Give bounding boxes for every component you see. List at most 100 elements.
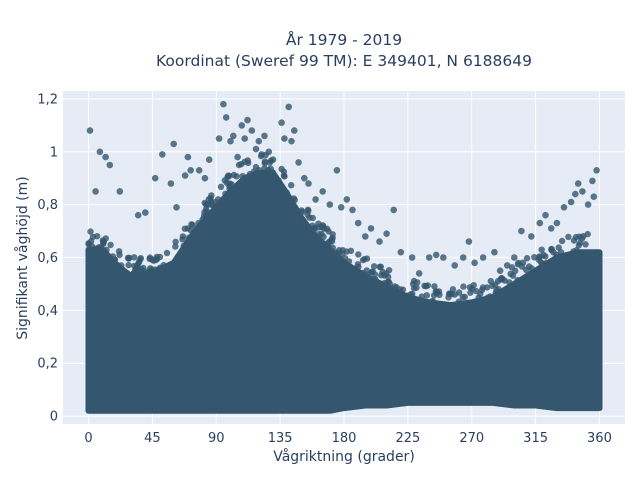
data-point: [383, 230, 390, 237]
data-point: [153, 272, 161, 280]
data-point: [336, 258, 343, 265]
data-point: [261, 132, 268, 140]
data-point: [325, 243, 332, 251]
data-point: [345, 258, 353, 265]
data-point: [401, 294, 409, 301]
data-point: [590, 253, 597, 261]
data-point: [201, 174, 209, 182]
x-tick-label: 225: [395, 431, 420, 446]
data-point: [542, 211, 549, 219]
data-point: [220, 199, 227, 206]
data-point: [548, 245, 555, 253]
data-point: [125, 261, 132, 269]
data-point: [486, 293, 494, 300]
data-point: [248, 127, 256, 134]
data-point: [583, 250, 590, 257]
data-point: [195, 167, 203, 174]
data-point: [367, 225, 375, 232]
y-tick-label: 0,8: [37, 198, 58, 213]
data-point: [103, 246, 110, 253]
data-point: [520, 279, 527, 287]
data-point: [172, 243, 179, 250]
x-axis-ticks: 0 45 90 135 180 225 270 315 360: [84, 431, 611, 446]
data-point: [418, 293, 425, 300]
data-point: [278, 184, 285, 191]
data-point: [478, 286, 486, 294]
data-point: [572, 190, 579, 198]
data-point: [466, 284, 474, 291]
data-point: [304, 206, 312, 213]
data-point: [368, 280, 376, 288]
data-point: [225, 172, 232, 179]
data-point: [189, 221, 196, 229]
data-point: [471, 259, 478, 267]
data-point: [408, 254, 416, 261]
data-point: [572, 233, 580, 241]
data-point: [170, 264, 178, 271]
data-point: [114, 261, 121, 269]
data-point: [172, 238, 179, 245]
data-point: [361, 276, 368, 283]
data-point: [107, 241, 114, 249]
data-point: [421, 282, 428, 289]
data-point: [285, 103, 293, 111]
data-point: [414, 279, 421, 286]
data-point: [567, 198, 575, 206]
y-tick-label: 0: [50, 410, 58, 425]
data-point: [92, 251, 100, 258]
data-point: [363, 267, 370, 274]
data-point: [377, 263, 384, 270]
data-point: [459, 301, 467, 309]
data-point: [335, 249, 342, 257]
data-point: [432, 251, 440, 259]
data-point: [116, 188, 124, 195]
data-point: [455, 289, 463, 296]
data-point: [547, 225, 555, 232]
data-point: [343, 196, 351, 203]
data-point: [298, 207, 305, 214]
data-point: [258, 151, 266, 158]
data-point: [440, 254, 447, 261]
data-point: [593, 167, 600, 174]
data-point: [438, 303, 445, 310]
data-point: [301, 174, 308, 182]
data-point: [381, 279, 388, 287]
data-point: [124, 254, 132, 262]
data-point: [228, 191, 235, 198]
y-axis-title: Signifikant våghöjd (m): [14, 176, 31, 339]
data-point: [127, 274, 134, 281]
data-point: [244, 157, 251, 164]
x-tick-label: 0: [84, 431, 92, 446]
data-point: [506, 279, 513, 286]
data-point: [590, 193, 598, 200]
data-point: [391, 283, 398, 290]
data-point: [311, 224, 319, 231]
data-point: [239, 173, 246, 180]
x-axis-title: Vågriktning (grader): [273, 448, 415, 465]
data-point: [222, 190, 229, 197]
data-point: [489, 298, 497, 306]
data-point: [374, 280, 382, 287]
data-point: [460, 283, 467, 290]
data-point: [254, 174, 261, 182]
data-point: [205, 156, 213, 163]
data-point: [86, 127, 94, 134]
data-point: [278, 119, 285, 126]
data-point: [326, 201, 334, 208]
data-point: [413, 284, 420, 291]
data-point: [179, 233, 187, 240]
data-point: [311, 232, 318, 240]
x-tick-label: 360: [587, 431, 612, 446]
data-point: [234, 183, 241, 190]
data-point: [565, 233, 572, 241]
data-point: [355, 251, 362, 258]
data-point: [222, 114, 230, 121]
y-tick-label: 1,2: [37, 92, 58, 107]
data-point: [449, 286, 457, 293]
data-point: [514, 277, 521, 284]
data-point: [507, 286, 514, 294]
data-point: [180, 242, 187, 250]
data-point: [329, 234, 336, 242]
data-point: [235, 161, 243, 169]
data-point: [246, 170, 254, 178]
